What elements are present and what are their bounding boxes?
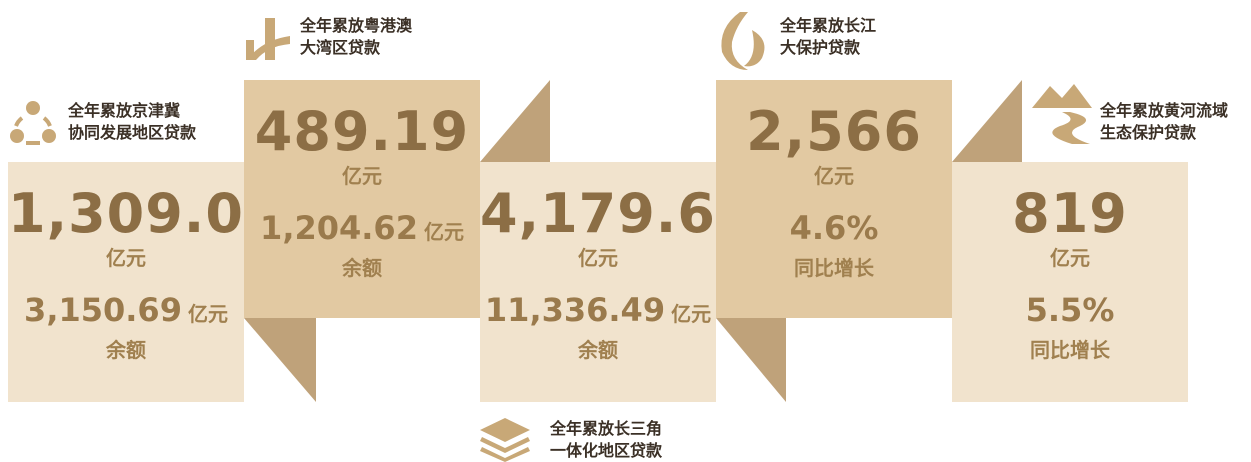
icon-layers [480,418,530,462]
value: 1,309.01 [8,182,283,245]
sub-value: 1,204.62 [260,209,418,247]
title-line: 一体化地区贷款 [550,441,663,460]
sub-row: 3,150.69 亿元 [8,290,244,336]
sub-row: 4.6% [716,208,952,254]
value: 2,566 [746,100,922,163]
fold [716,318,786,402]
fold [244,318,316,402]
unit: 亿元 [1050,246,1090,270]
panel: 1,309.01 亿元 3,150.69 亿元 余额 [8,162,283,402]
sub-value: 4.6% [789,209,879,247]
panel-title: 全年累放黄河流域 生态保护贷款 [1100,100,1228,144]
title-line: 协同发展地区贷款 [68,123,197,142]
sub-label: 同比增长 [794,256,874,280]
title-line: 全年累放京津冀 [68,101,181,120]
title-line: 大湾区贷款 [300,38,381,57]
unit: 亿元 [578,246,618,270]
panel: 4,179.69 亿元 11,336.49 亿元 余额 [480,162,755,402]
title-line: 全年累放长三角 [550,419,663,438]
icon-bridge [246,18,290,60]
sub-unit: 亿元 [671,302,712,326]
sub-row: 1,204.62 亿元 [244,208,480,254]
icon-fish [721,12,765,70]
panel-title: 全年累放长江 大保护贷款 [780,15,876,59]
sub-row: 5.5% [952,290,1188,336]
fold [480,80,550,162]
icon-mountain [1032,84,1092,144]
sub-value: 5.5% [1025,291,1115,329]
sub-label: 余额 [578,338,618,362]
title-line: 全年累放长江 [780,16,877,35]
sub-value: 3,150.69 [24,291,182,329]
value: 819 [1012,182,1128,245]
panel: 2,566 亿元 4.6% 同比增长 [716,80,952,318]
unit: 亿元 [342,164,382,188]
sub-label: 余额 [106,338,146,362]
value: 489.19 [254,100,470,163]
sub-row: 11,336.49 亿元 [480,290,716,336]
title-line: 大保护贷款 [780,38,861,57]
sub-label: 同比增长 [1030,338,1110,362]
title-line: 全年累放粤港澳 [300,16,413,35]
icon-cycle [10,101,56,145]
title-line: 生态保护贷款 [1100,123,1197,142]
panel-title: 全年累放京津冀 协同发展地区贷款 [68,100,196,144]
sub-unit: 亿元 [423,220,464,244]
sub-value: 11,336.49 [484,291,666,329]
sub-label: 余额 [342,256,382,280]
value: 4,179.69 [480,182,755,245]
panel: 819 亿元 5.5% 同比增长 [952,162,1188,402]
unit: 亿元 [814,164,854,188]
sub-unit: 亿元 [187,302,228,326]
panel-title: 全年累放粤港澳 大湾区贷款 [300,15,412,59]
panel-title: 全年累放长三角 一体化地区贷款 [550,418,662,462]
panel: 489.19 亿元 1,204.62 亿元 余额 [244,80,480,318]
title-line: 全年累放黄河流域 [1100,101,1229,120]
unit: 亿元 [106,246,146,270]
fold [952,80,1022,162]
